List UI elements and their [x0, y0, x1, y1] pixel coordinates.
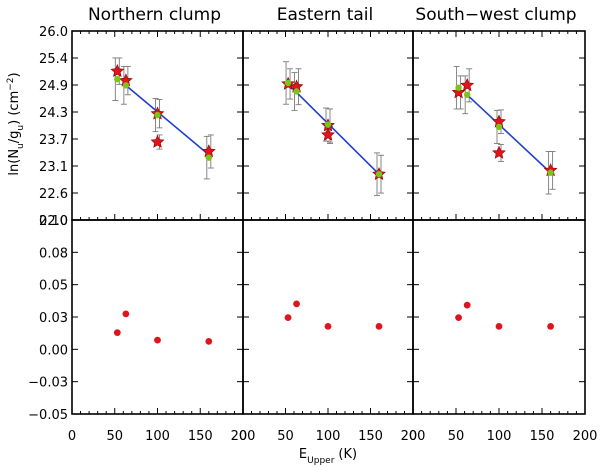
x-tick-label: 200: [231, 429, 256, 444]
residual-point: [284, 314, 292, 322]
x-tick-label: 150: [530, 429, 555, 444]
model-point: [324, 121, 332, 128]
residual-point: [463, 301, 471, 309]
x-tick-label: 50: [106, 429, 123, 444]
fit-line: [125, 84, 210, 156]
panel-title: South−west clump: [415, 5, 576, 25]
residual-point: [375, 322, 383, 330]
bottom-plot-frame: [71, 219, 244, 415]
bottom-plot-frame: [412, 219, 586, 415]
y-tick-label: 0.05: [39, 279, 68, 294]
model-point: [455, 84, 462, 91]
residual-point: [205, 338, 213, 345]
x-tick-label: 50: [448, 429, 465, 444]
panel-3: South−west clump 0 50 100 150 200: [409, 5, 598, 444]
panel-2: Eastern tail 0 50 100 150 200: [239, 5, 426, 444]
panels: Northern clump 0 50 100 150 200 26.0 25.4 24.9 24…: [28, 5, 597, 444]
y-tick-label: 22.6: [39, 187, 68, 202]
panel-title: Northern clump: [88, 5, 221, 25]
y-tick-label: 24.3: [39, 106, 68, 121]
x-tick-label: 150: [358, 429, 383, 444]
x-tick-label: 100: [487, 429, 512, 444]
x-axis-label: EUpper (K): [299, 447, 357, 466]
model-point: [205, 154, 212, 161]
panel-title: Eastern tail: [277, 5, 374, 25]
y-tick-label: 26.0: [39, 25, 68, 40]
bottom-plot-frame: [242, 219, 414, 415]
y-axis-label-text: ln(Nu/gu) (cm−2): [6, 72, 26, 175]
top-plot-frame: [71, 30, 244, 221]
model-point: [495, 123, 503, 131]
model-point: [154, 111, 161, 119]
x-tick-label: 0: [68, 429, 76, 444]
observed-point: [110, 63, 125, 78]
residual-point: [495, 322, 503, 330]
y-tick-label: −0.03: [28, 376, 68, 391]
y-tick-label: 0.08: [39, 246, 68, 261]
residual-point: [324, 322, 332, 330]
y-tick-label: 23.1: [39, 160, 68, 175]
y-tick-label: 0.10: [39, 214, 68, 229]
model-point: [284, 79, 292, 87]
fit-line: [287, 83, 380, 175]
y-tick-label: 24.9: [39, 79, 68, 94]
residual-point: [455, 314, 462, 322]
observed-point: [150, 134, 165, 148]
x-axis-label-text: EUpper (K): [299, 447, 357, 466]
x-tick-label: 0: [409, 429, 417, 444]
x-tick-label: 100: [316, 429, 341, 444]
residual-point: [154, 336, 161, 344]
fit-line: [466, 94, 552, 174]
y-axis-label: ln(Nu/gu) (cm−2): [6, 72, 26, 175]
residual-point: [547, 322, 554, 330]
x-tick-label: 100: [145, 429, 170, 444]
model-point: [293, 88, 300, 95]
x-tick-label: 200: [401, 429, 426, 444]
x-tick-label: 200: [573, 429, 598, 444]
observed-point: [321, 127, 335, 141]
y-tick-label: 25.4: [39, 52, 68, 67]
y-tick-label: 0.00: [39, 343, 68, 358]
x-tick-label: 150: [188, 429, 213, 444]
model-point: [375, 170, 383, 178]
observed-point: [460, 78, 475, 92]
y-tick-label: 22.0: [39, 214, 68, 229]
residual-point: [113, 329, 121, 337]
observed-point: [492, 145, 506, 159]
y-tick-label: 23.7: [39, 133, 68, 148]
x-tick-label: 0: [239, 429, 247, 444]
model-point: [122, 82, 130, 89]
model-point: [114, 75, 121, 83]
panel-1: Northern clump 0 50 100 150 200 26.0 25.4 24.9 24…: [28, 5, 255, 444]
residual-point: [122, 310, 130, 318]
residual-point: [293, 300, 300, 308]
x-tick-label: 50: [277, 429, 294, 444]
y-tick-label: 0.03: [39, 311, 68, 326]
y-tick-label: −0.05: [28, 408, 68, 423]
model-point: [463, 91, 471, 98]
model-point: [547, 169, 554, 176]
